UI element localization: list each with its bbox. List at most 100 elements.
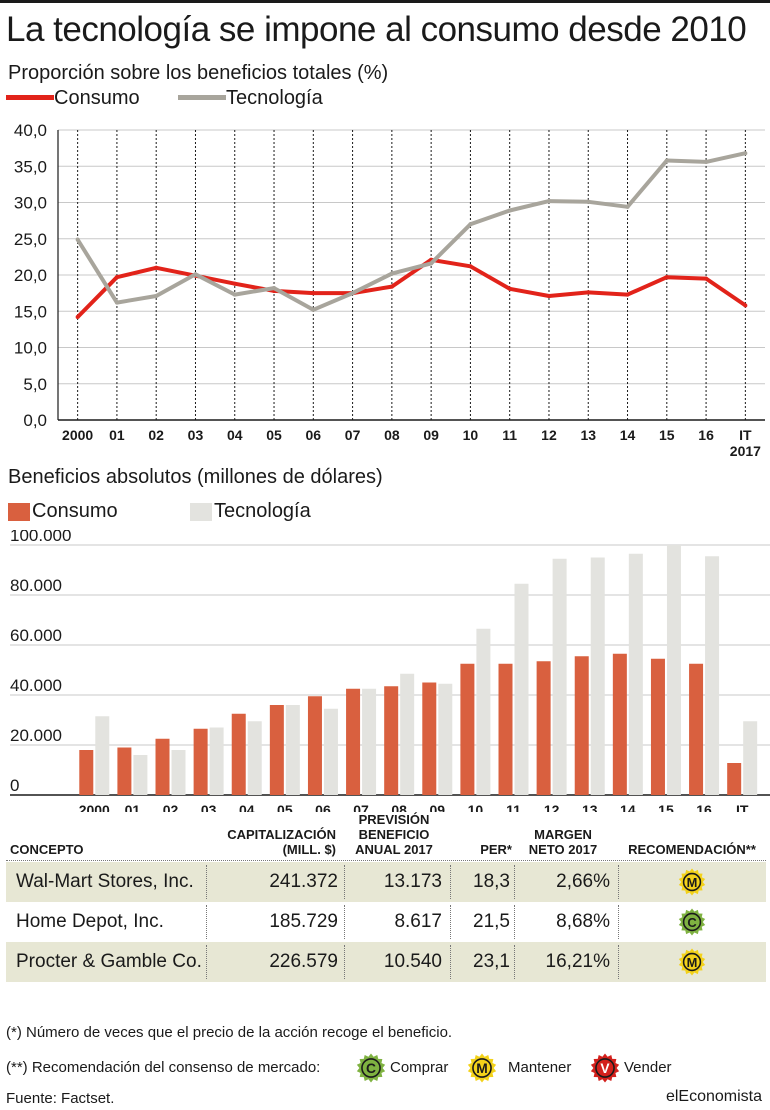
series-line-tecnologia — [75, 151, 746, 312]
bar-consumo — [346, 688, 361, 795]
data-point-tecnologia — [193, 272, 198, 277]
bar-consumo — [536, 661, 551, 795]
column-separator — [618, 865, 619, 899]
column-separator — [206, 945, 207, 979]
bar-ytick-label: 60.000 — [10, 626, 62, 645]
header-margen-line2: NETO 2017 — [528, 842, 598, 857]
data-point-tecnologia — [507, 208, 512, 213]
data-point-consumo — [625, 292, 630, 297]
recommendation-badge-icon: M — [678, 948, 706, 976]
table-row: Procter & Gamble Co. 226.579 10.540 23,1 16,… — [6, 942, 766, 982]
cell-per: 21,5 — [473, 911, 510, 932]
line-ytick-label: 30,0 — [14, 194, 47, 213]
data-point-tecnologia — [114, 300, 119, 305]
data-point-consumo — [743, 303, 748, 308]
column-separator — [450, 945, 451, 979]
bar-consumo — [193, 728, 208, 795]
bar-tecnologia — [247, 721, 262, 795]
badge-letter: C — [366, 1061, 376, 1076]
recommendation-badge-icon: C — [678, 908, 706, 936]
legend-label-consumo-line: Consumo — [54, 87, 140, 109]
badge-ring — [361, 1058, 381, 1078]
cell-margen: 2,66% — [556, 871, 610, 892]
line-ytick-label: 25,0 — [14, 230, 47, 249]
bar-tecnologia — [171, 750, 186, 795]
column-separator — [344, 865, 345, 899]
line-chart-title: Proporción sobre los beneficios totales … — [8, 62, 389, 84]
badge-burst — [678, 948, 706, 976]
legend-label-consumo-bar: Consumo — [32, 500, 118, 522]
legend-swatch-tecnologia-line — [178, 95, 226, 100]
line-xtick-label: 05 — [266, 427, 282, 443]
line-ytick-label: 10,0 — [14, 339, 47, 358]
bar-consumo — [155, 738, 170, 795]
cell-prev: 13.173 — [383, 871, 442, 892]
data-point-consumo — [75, 315, 80, 320]
badge-mantener-icon: M — [467, 1053, 497, 1083]
badge-ring — [682, 952, 702, 972]
line-ytick-label: 20,0 — [14, 266, 47, 285]
legend-mantener-label: Mantener — [508, 1059, 572, 1076]
table-row: Wal-Mart Stores, Inc. 241.372 13.173 18,3 2,… — [6, 862, 766, 902]
bar-tecnologia — [590, 557, 605, 795]
data-point-tecnologia — [75, 237, 80, 242]
column-separator — [344, 945, 345, 979]
bar-tecnologia — [552, 558, 567, 795]
badge-ring — [595, 1058, 615, 1078]
bar-tecnologia — [362, 688, 377, 795]
data-point-consumo — [468, 264, 473, 269]
bar-xtick-label: 2000 — [79, 802, 110, 812]
data-point-tecnologia — [468, 222, 473, 227]
header-concepto: CONCEPTO — [10, 842, 84, 857]
bar-xtick-label: 13 — [582, 802, 598, 812]
bar-xtick-label: 15 — [658, 802, 674, 812]
data-point-tecnologia — [232, 292, 237, 297]
series-line-consumo — [76, 257, 747, 319]
bar-consumo — [422, 682, 437, 795]
data-point-consumo — [154, 265, 159, 270]
bar-tecnologia — [285, 705, 300, 795]
bar-ytick-label: 20.000 — [10, 726, 62, 745]
bar-tecnologia — [628, 553, 643, 795]
data-point-tecnologia — [586, 199, 591, 204]
bar-ytick-label: 0 — [10, 776, 19, 795]
badge-burst — [356, 1053, 386, 1083]
data-point-tecnologia — [546, 199, 551, 204]
recommendation-badge-icon: M — [678, 868, 706, 896]
bar-tecnologia — [743, 721, 758, 795]
note-per: (*) Número de veces que el precio de la … — [6, 1024, 453, 1041]
cell-per: 23,1 — [473, 951, 510, 972]
bar-xtick-label: 04 — [239, 802, 255, 812]
bar-consumo — [117, 747, 132, 795]
column-separator — [450, 905, 451, 939]
bar-consumo — [727, 763, 742, 795]
line-xtick-label: 02 — [148, 427, 164, 443]
bar-xtick-label: 05 — [277, 802, 293, 812]
badge-letter: M — [687, 955, 698, 970]
data-point-tecnologia — [625, 204, 630, 209]
column-separator — [344, 905, 345, 939]
bar-xtick-label: 11 — [506, 802, 521, 812]
badge-burst — [467, 1053, 497, 1083]
bar-xtick-label: 06 — [315, 802, 331, 812]
bar-tecnologia — [323, 708, 338, 795]
bar-ytick-label: 40.000 — [10, 676, 62, 695]
badge-ring — [682, 912, 702, 932]
data-point-consumo — [389, 284, 394, 289]
data-point-consumo — [704, 276, 709, 281]
column-separator — [450, 865, 451, 899]
data-point-tecnologia — [272, 286, 277, 291]
line-xtick-label: 13 — [580, 427, 596, 443]
cell-prev: 8.617 — [394, 911, 442, 932]
line-xtick-label: 12 — [541, 427, 557, 443]
column-separator — [206, 865, 207, 899]
data-point-consumo — [114, 275, 119, 280]
line-xtick-label: 14 — [620, 427, 636, 443]
line-xtick-label: 15 — [659, 427, 675, 443]
badge-ring — [472, 1058, 492, 1078]
badge-letter: C — [687, 915, 696, 930]
bar-consumo — [384, 686, 399, 795]
data-point-consumo — [311, 291, 316, 296]
line-xtick-label: 09 — [423, 427, 439, 443]
bar-xtick-label: 03 — [201, 802, 217, 812]
